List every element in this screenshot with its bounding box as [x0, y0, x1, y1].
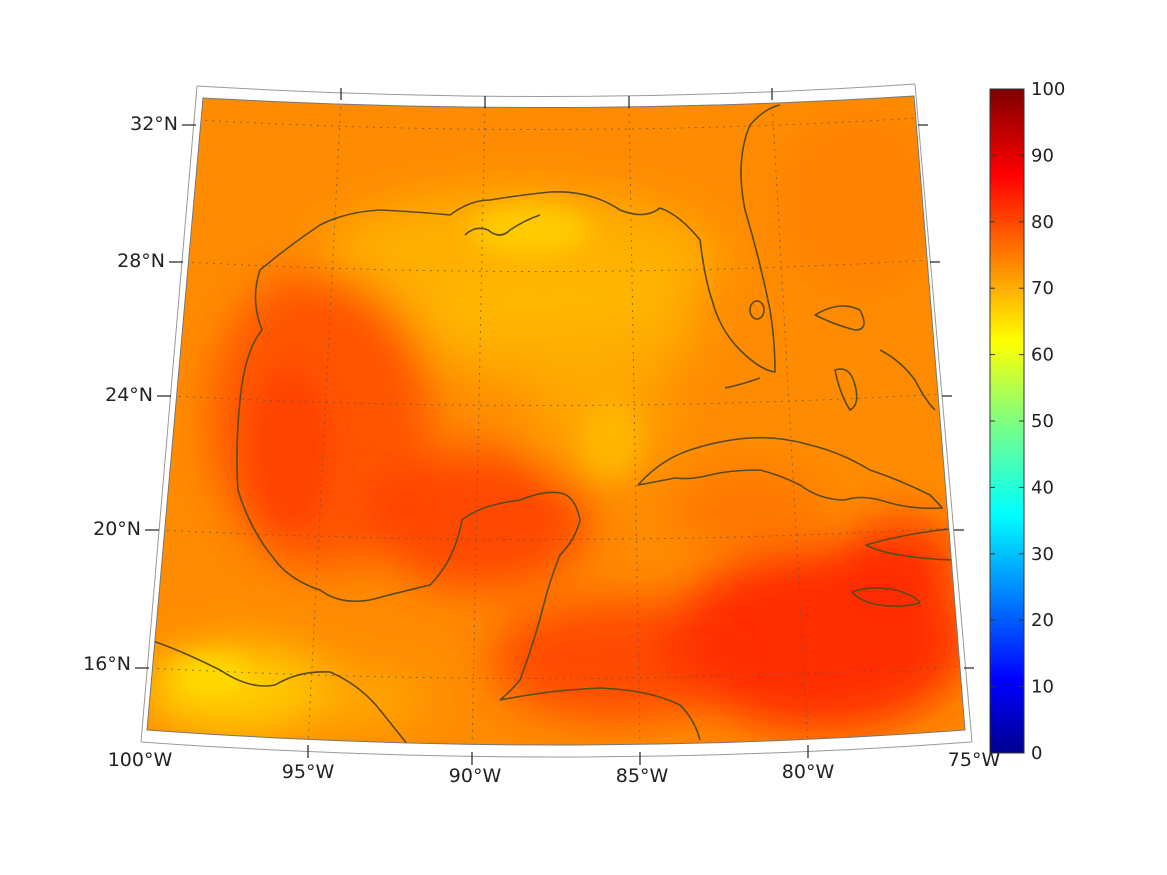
colorbar [989, 88, 1025, 754]
frame-outer-left [140, 85, 198, 743]
axis-ticks [135, 88, 974, 765]
lat-label-24: 24°N [105, 384, 153, 406]
colorbar-tick-label: 30 [1031, 544, 1054, 565]
lat-label-16: 16°N [83, 653, 131, 675]
lat-label-32: 32°N [130, 113, 178, 135]
colorbar-tick-label: 20 [1031, 610, 1054, 631]
colorbar-tick-label: 0 [1031, 743, 1042, 764]
lon-label-80w: 80°W [782, 761, 835, 783]
lat-label-20: 20°N [93, 518, 141, 540]
lon-label-95w: 95°W [282, 761, 335, 783]
coastlines [149, 104, 961, 745]
lon-label-85w: 85°W [616, 765, 669, 787]
frame-outer-right [914, 83, 973, 743]
colorbar-tick-label: 50 [1031, 411, 1054, 432]
colorbar-tick-label: 40 [1031, 477, 1054, 498]
map-frame [146, 95, 966, 746]
colorbar-tick-label: 70 [1031, 278, 1054, 299]
lon-label-100w: 100°W [108, 749, 173, 771]
graticule [149, 99, 965, 745]
colorbar-tick-label: 10 [1031, 677, 1054, 698]
frame-outer-bottom [140, 741, 973, 758]
lon-label-90w: 90°W [449, 765, 502, 787]
frame-outer-top [196, 83, 916, 98]
data-field [147, 96, 965, 745]
colorbar-tick-label: 80 [1031, 212, 1054, 233]
lat-label-28: 28°N [117, 250, 165, 272]
lon-label-75w: 75°W [948, 749, 1001, 771]
colorbar-tick-label: 90 [1031, 145, 1054, 166]
colorbar-tick-label: 60 [1031, 345, 1054, 366]
colorbar-tick-label: 100 [1031, 79, 1065, 100]
